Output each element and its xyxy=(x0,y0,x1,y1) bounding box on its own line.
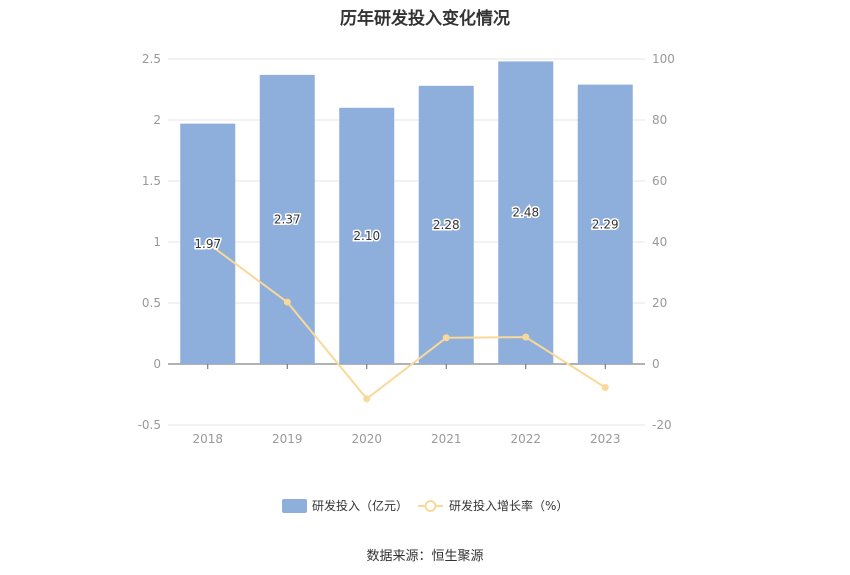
x-tick-label: 2021 xyxy=(431,432,462,446)
legend-swatch-bar xyxy=(282,499,307,513)
y-right-tick-label: 20 xyxy=(652,296,667,310)
growth-rate-point xyxy=(283,298,291,306)
bar xyxy=(498,61,554,364)
bar-data-label: 2.10 xyxy=(353,229,380,243)
legend-label: 研发投入（亿元） xyxy=(312,498,408,513)
bar-data-label: 1.97 xyxy=(194,237,221,251)
y-right-tick-label: 40 xyxy=(652,235,667,249)
bar-series xyxy=(180,61,633,365)
growth-rate-point xyxy=(522,333,530,341)
bar-data-label: 2.48 xyxy=(512,206,539,220)
growth-rate-point xyxy=(363,395,371,403)
bar-data-label: 2.29 xyxy=(592,217,619,231)
legend-item-growth-rate[interactable]: 研发投入增长率（%） xyxy=(418,498,568,513)
bar xyxy=(577,84,633,365)
legend-swatch-marker xyxy=(424,500,437,512)
bar xyxy=(418,85,474,364)
y-left-tick-label: 0.5 xyxy=(142,296,161,310)
legend-label: 研发投入增长率（%） xyxy=(449,498,568,513)
line-series xyxy=(204,239,609,403)
y-right-tick-label: 0 xyxy=(652,357,660,371)
bar xyxy=(339,107,395,365)
y-right-tick-label: 60 xyxy=(652,174,667,188)
bar-data-label: 2.37 xyxy=(274,212,301,226)
x-tick-label: 2019 xyxy=(272,432,303,446)
y-left-tick-label: 0 xyxy=(153,357,161,371)
legend[interactable]: 研发投入（亿元） 研发投入增长率（%） xyxy=(282,498,568,513)
y-axis-left-ticks: 2.5 2 1.5 1 0.5 0 -0.5 xyxy=(138,52,161,432)
y-right-tick-label: -20 xyxy=(652,418,672,432)
y-left-tick-label: -0.5 xyxy=(138,418,161,432)
bar-data-label: 2.28 xyxy=(433,218,460,232)
x-tick-label: 2022 xyxy=(510,432,541,446)
y-left-tick-label: 1.5 xyxy=(142,174,161,188)
growth-rate-point xyxy=(442,334,450,342)
bar-data-labels: 1.97 2.37 2.10 2.28 2.48 2.29 xyxy=(193,204,620,252)
y-right-tick-label: 80 xyxy=(652,113,667,127)
x-tick-label: 2023 xyxy=(590,432,621,446)
y-left-tick-label: 2.5 xyxy=(142,52,161,66)
bar xyxy=(259,74,315,365)
data-source: 数据来源：恒生聚源 xyxy=(366,549,484,564)
grid-lines xyxy=(168,58,645,426)
y-right-tick-label: 100 xyxy=(652,52,675,66)
x-axis-ticks: 2018 2019 2020 2021 2022 2023 xyxy=(192,364,621,446)
growth-rate-line xyxy=(207,242,606,401)
x-tick-label: 2020 xyxy=(351,432,382,446)
x-tick-label: 2018 xyxy=(192,432,223,446)
y-left-tick-label: 1 xyxy=(153,235,161,249)
chart-title: 历年研发投入变化情况 xyxy=(340,9,510,29)
growth-rate-point xyxy=(204,239,212,247)
y-left-tick-label: 2 xyxy=(153,113,161,127)
growth-rate-point xyxy=(601,383,609,391)
y-axis-right-ticks: 100 80 60 40 20 0 -20 xyxy=(652,52,675,432)
legend-item-rd-investment[interactable]: 研发投入（亿元） xyxy=(282,498,408,513)
